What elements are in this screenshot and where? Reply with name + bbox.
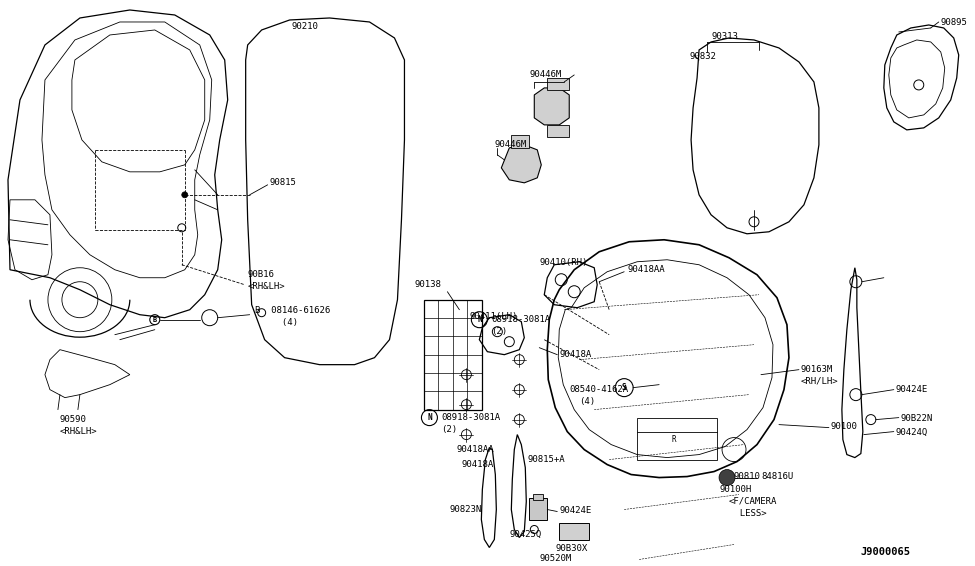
Polygon shape: [534, 88, 569, 125]
Circle shape: [719, 470, 735, 486]
Text: 90446M: 90446M: [529, 70, 562, 79]
Text: J9000065: J9000065: [861, 547, 911, 558]
Text: 90424E: 90424E: [896, 385, 928, 393]
Text: (4): (4): [579, 397, 596, 406]
Text: 08918-3081A: 08918-3081A: [491, 315, 551, 324]
Text: 90424Q: 90424Q: [896, 427, 928, 436]
Text: (4): (4): [254, 318, 297, 327]
Text: 90815: 90815: [270, 178, 296, 187]
Text: 90810: 90810: [733, 471, 760, 481]
Bar: [511, 135, 529, 148]
Text: N: N: [427, 413, 432, 422]
Text: 90313: 90313: [711, 32, 738, 41]
Bar: [424, 300, 483, 410]
Circle shape: [181, 192, 188, 198]
Text: 90B22N: 90B22N: [901, 414, 933, 423]
Text: 90418AA: 90418AA: [627, 265, 665, 274]
Text: 90424E: 90424E: [560, 505, 592, 514]
Text: 90418AA: 90418AA: [456, 444, 494, 453]
Text: 90411(LH): 90411(LH): [469, 312, 518, 321]
Text: 90B16: 90B16: [248, 270, 275, 278]
Text: <RH&LH>: <RH&LH>: [59, 427, 98, 436]
Text: 08540-4162A: 08540-4162A: [569, 385, 628, 393]
Text: 90895: 90895: [941, 18, 967, 27]
Text: <RH&LH>: <RH&LH>: [248, 282, 286, 291]
Text: 90210: 90210: [292, 22, 319, 31]
Text: 90100H: 90100H: [719, 484, 752, 494]
Text: 90B30X: 90B30X: [555, 544, 588, 554]
Polygon shape: [501, 145, 541, 183]
Text: <F/CAMERA: <F/CAMERA: [729, 496, 777, 505]
Bar: [637, 418, 717, 460]
Text: 08918-3081A: 08918-3081A: [442, 413, 500, 422]
Text: 90815+A: 90815+A: [527, 454, 565, 464]
Text: 84816U: 84816U: [760, 471, 794, 481]
Text: N: N: [477, 315, 482, 324]
Bar: [547, 125, 569, 137]
Text: B: B: [153, 317, 157, 323]
Text: 90446M: 90446M: [494, 140, 526, 149]
Text: 90832: 90832: [689, 52, 716, 61]
Text: <RH/LH>: <RH/LH>: [800, 376, 838, 385]
Bar: [533, 494, 543, 500]
Text: (2): (2): [442, 424, 457, 434]
Bar: [529, 498, 547, 520]
Text: 90100: 90100: [831, 422, 858, 431]
Text: 90590: 90590: [59, 415, 87, 423]
Text: LESS>: LESS>: [729, 508, 766, 517]
Text: (2): (2): [491, 327, 507, 336]
Text: 90425Q: 90425Q: [509, 530, 541, 538]
Bar: [547, 78, 569, 90]
Text: 90418A: 90418A: [461, 460, 493, 469]
Text: 90418A: 90418A: [560, 350, 592, 359]
Text: 90138: 90138: [414, 280, 442, 289]
Text: 90163M: 90163M: [800, 365, 834, 374]
Text: 90410(RH): 90410(RH): [539, 258, 588, 267]
Text: S: S: [622, 383, 627, 392]
Text: B  08146-61626: B 08146-61626: [254, 306, 330, 315]
Bar: [560, 522, 589, 541]
Text: 90823N: 90823N: [449, 504, 482, 513]
Text: R: R: [672, 435, 677, 444]
Text: 90520M: 90520M: [539, 555, 571, 564]
